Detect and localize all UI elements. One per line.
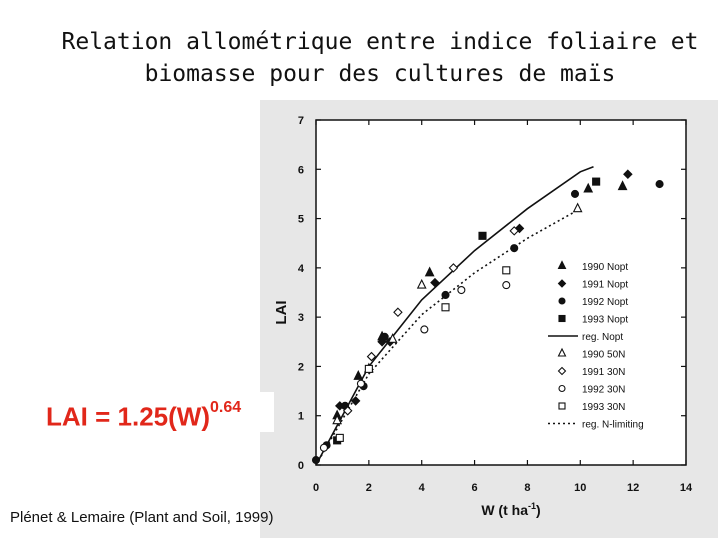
data-point <box>457 285 466 295</box>
legend-marker <box>558 384 566 393</box>
slide-title: Relation allométrique entre indice folia… <box>0 26 720 90</box>
data-point <box>356 379 365 388</box>
legend-label: 1993 30N <box>582 402 625 413</box>
chart-panel: 0 2 4 6 8 10 12 14 0 1 2 3 4 5 6 7 W (t ha-1) LAI 1990 Nop… <box>260 100 718 538</box>
legend-label: reg. N-limiting <box>582 420 644 431</box>
data-point <box>350 396 361 406</box>
y-tick-label: 2 <box>298 361 304 373</box>
legend-marker <box>558 402 566 410</box>
legend-marker <box>557 347 567 357</box>
x-tick-label: 6 <box>472 482 478 494</box>
data-point <box>366 351 377 362</box>
data-point <box>583 182 594 193</box>
y-tick-label: 7 <box>298 115 304 127</box>
data-point <box>509 226 519 236</box>
legend-marker <box>558 297 566 305</box>
legend-label: reg. Nopt <box>582 332 623 343</box>
slide-title-line-2: biomasse pour des cultures de maïs <box>144 61 616 87</box>
legend-marker <box>557 366 567 376</box>
data-point <box>319 443 328 452</box>
citation: Plénet & Lemaire (Plant and Soil, 1999) <box>10 509 274 526</box>
legend-label: 1991 Nopt <box>582 280 628 291</box>
data-point <box>393 307 403 317</box>
legend-label: 1990 50N <box>582 350 625 361</box>
data-point <box>430 277 440 288</box>
x-tick-label: 0 <box>313 482 319 494</box>
data-point <box>342 406 353 416</box>
allometric-formula: LAI = 1.25(W)0.64 <box>42 392 274 432</box>
legend-marker <box>557 260 567 270</box>
data-point <box>617 180 628 191</box>
slide-title-line-1: Relation allométrique entre indice folia… <box>61 29 699 55</box>
data-point <box>655 180 664 189</box>
data-point <box>311 456 321 465</box>
data-point <box>623 169 633 179</box>
regression-line <box>315 208 581 466</box>
legend-label: 1992 30N <box>582 385 625 396</box>
legend-marker <box>557 279 567 288</box>
data-point <box>592 177 601 186</box>
data-point <box>441 303 450 312</box>
data-point <box>364 364 373 373</box>
y-tick-label: 3 <box>298 312 304 324</box>
y-tick-label: 6 <box>298 164 304 176</box>
plot-area <box>315 119 687 466</box>
formula-main: LAI = 1.25(W) <box>46 401 210 432</box>
legend-label: 1993 Nopt <box>582 315 628 326</box>
legend-label: 1990 Nopt <box>582 262 628 273</box>
x-tick-label: 8 <box>524 482 530 494</box>
legend-label: 1992 Nopt <box>582 297 628 308</box>
legend-label: 1991 30N <box>582 367 625 378</box>
x-tick-label: 14 <box>680 482 693 494</box>
legend-marker <box>558 314 566 323</box>
data-point <box>478 231 487 240</box>
data-point <box>448 263 459 273</box>
x-axis-label-close: ) <box>536 502 541 518</box>
data-point <box>502 281 511 290</box>
y-tick-label: 0 <box>298 460 304 472</box>
data-point <box>416 278 427 289</box>
y-axis-label: LAI <box>273 300 290 324</box>
data-point <box>335 433 344 442</box>
y-tick-label: 5 <box>298 214 304 226</box>
formula-exponent: 0.64 <box>209 399 242 416</box>
data-point <box>387 333 398 343</box>
data-point <box>420 325 429 334</box>
data-point <box>332 414 343 425</box>
y-tick-label: 4 <box>298 263 305 275</box>
data-point <box>510 244 519 253</box>
data-point <box>380 332 389 341</box>
data-point <box>572 202 583 213</box>
y-tick-label: 1 <box>298 411 304 423</box>
x-axis-label-exponent: -1 <box>528 501 536 511</box>
x-tick-label: 4 <box>419 482 426 494</box>
data-point <box>353 370 364 380</box>
data-point <box>502 266 511 275</box>
data-point <box>424 266 435 277</box>
data-point <box>441 290 450 300</box>
x-tick-label: 10 <box>574 482 586 494</box>
x-tick-label: 12 <box>627 482 639 494</box>
x-tick-label: 2 <box>366 482 372 494</box>
x-axis-label: W (t ha-1) <box>481 501 540 518</box>
data-point <box>570 189 580 198</box>
x-axis-label-text: W (t ha <box>481 502 528 518</box>
